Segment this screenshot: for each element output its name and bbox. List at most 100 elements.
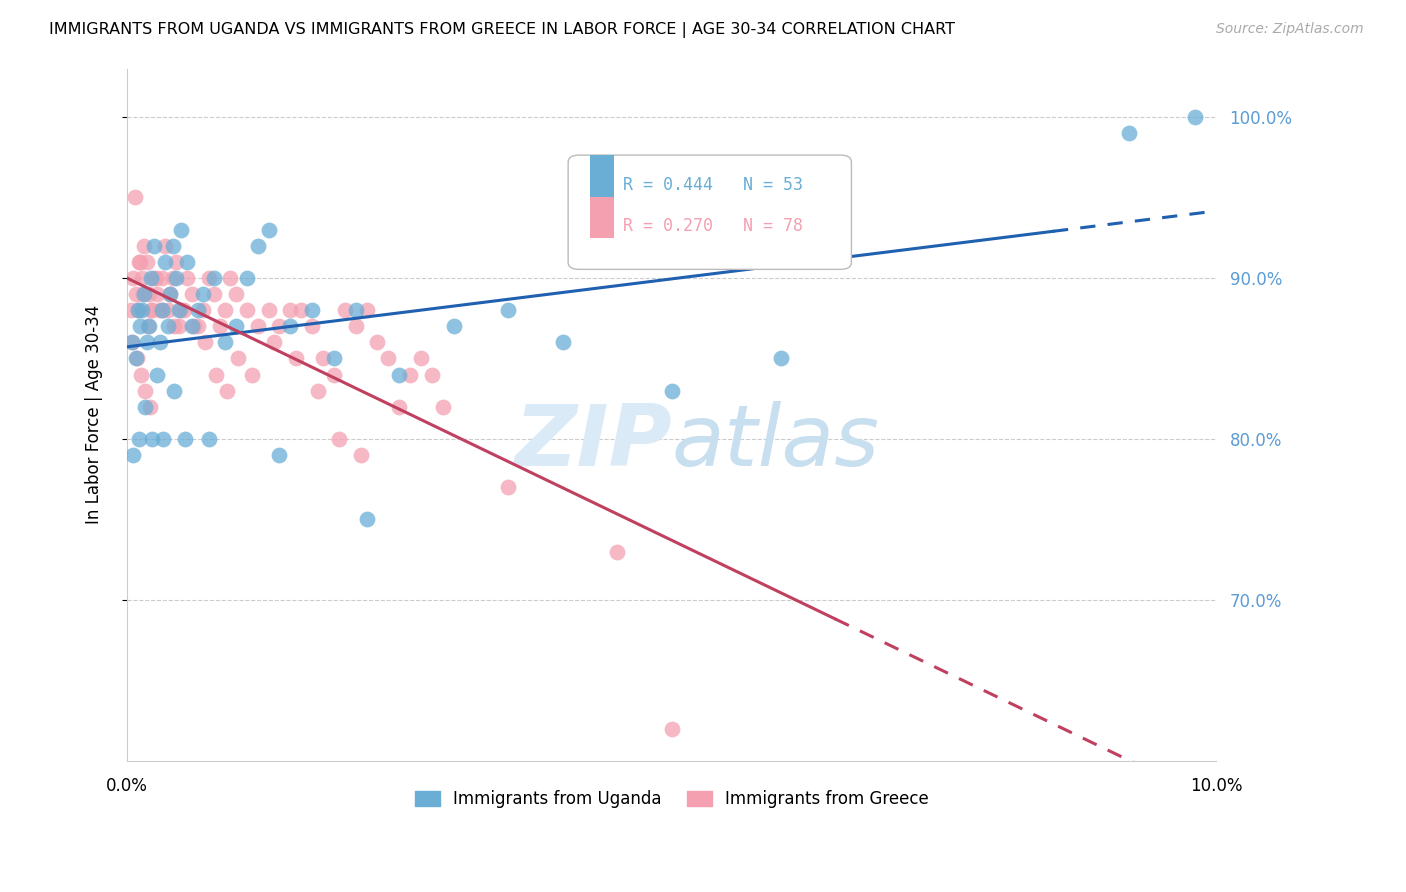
Point	[661, 384, 683, 398]
Point	[167, 303, 190, 318]
Point	[246, 238, 269, 252]
Point	[301, 319, 323, 334]
Point	[128, 254, 150, 268]
Point	[135, 254, 157, 268]
Point	[145, 271, 167, 285]
Text: IMMIGRANTS FROM UGANDA VS IMMIGRANTS FROM GREECE IN LABOR FORCE | AGE 30-34 CORR: IMMIGRANTS FROM UGANDA VS IMMIGRANTS FRO…	[49, 22, 955, 38]
Point	[150, 303, 173, 318]
Point	[1118, 126, 1140, 140]
Point	[661, 722, 683, 736]
Point	[170, 303, 193, 318]
Point	[162, 271, 184, 285]
Point	[551, 335, 574, 350]
Point	[153, 254, 176, 268]
Point	[246, 319, 269, 334]
Point	[149, 303, 172, 318]
Text: atlas: atlas	[672, 401, 880, 484]
Point	[202, 287, 225, 301]
Point	[146, 368, 169, 382]
Point	[236, 303, 259, 318]
Point	[146, 287, 169, 301]
Point	[377, 351, 399, 366]
Point	[269, 319, 291, 334]
Point	[432, 400, 454, 414]
Point	[214, 335, 236, 350]
Point	[176, 254, 198, 268]
Point	[134, 400, 156, 414]
Point	[165, 254, 187, 268]
Point	[197, 432, 219, 446]
Text: R = 0.444   N = 53: R = 0.444 N = 53	[623, 176, 803, 194]
Point	[257, 303, 280, 318]
Point	[443, 319, 465, 334]
Point	[219, 271, 242, 285]
Point	[496, 303, 519, 318]
Point	[769, 351, 792, 366]
Legend: Immigrants from Uganda, Immigrants from Greece: Immigrants from Uganda, Immigrants from …	[408, 784, 935, 815]
Point	[193, 287, 215, 301]
Point	[163, 319, 186, 334]
Point	[290, 303, 312, 318]
Point	[165, 271, 187, 285]
Point	[134, 384, 156, 398]
Point	[187, 319, 209, 334]
Point	[170, 222, 193, 236]
Point	[134, 287, 156, 301]
Point	[122, 448, 145, 462]
Point	[366, 335, 388, 350]
Point	[350, 448, 373, 462]
Point	[409, 351, 432, 366]
Point	[388, 400, 411, 414]
Point	[278, 319, 301, 334]
Point	[124, 287, 146, 301]
Point	[399, 368, 422, 382]
Point	[141, 303, 163, 318]
Point	[143, 271, 166, 285]
Point	[129, 319, 152, 334]
Point	[127, 303, 149, 318]
Point	[149, 335, 172, 350]
Point	[344, 303, 367, 318]
Point	[263, 335, 285, 350]
Point	[193, 303, 215, 318]
Point	[301, 303, 323, 318]
Point	[163, 384, 186, 398]
Point	[214, 303, 236, 318]
Point	[152, 432, 174, 446]
Point	[141, 432, 163, 446]
Point	[226, 351, 249, 366]
Point	[139, 271, 162, 285]
FancyBboxPatch shape	[591, 196, 614, 238]
Point	[129, 368, 152, 382]
Point	[496, 480, 519, 494]
FancyBboxPatch shape	[568, 155, 852, 269]
Point	[240, 368, 263, 382]
Point	[138, 319, 160, 334]
Point	[167, 319, 190, 334]
Point	[322, 368, 344, 382]
Point	[197, 271, 219, 285]
Point	[134, 238, 156, 252]
Point	[181, 319, 204, 334]
Point	[388, 368, 411, 382]
Point	[257, 222, 280, 236]
Point	[208, 319, 231, 334]
Point	[125, 351, 148, 366]
Point	[284, 351, 307, 366]
Point	[420, 368, 443, 382]
Y-axis label: In Labor Force | Age 30-34: In Labor Force | Age 30-34	[86, 305, 103, 524]
Point	[159, 287, 181, 301]
Point	[202, 271, 225, 285]
Point	[205, 368, 228, 382]
Point	[356, 303, 378, 318]
Point	[217, 384, 239, 398]
Point	[129, 254, 152, 268]
Point	[333, 303, 356, 318]
Point	[122, 271, 145, 285]
Point	[322, 351, 344, 366]
Point	[139, 303, 162, 318]
Point	[121, 335, 143, 350]
Point	[143, 238, 166, 252]
Point	[225, 319, 247, 334]
Point	[120, 303, 142, 318]
